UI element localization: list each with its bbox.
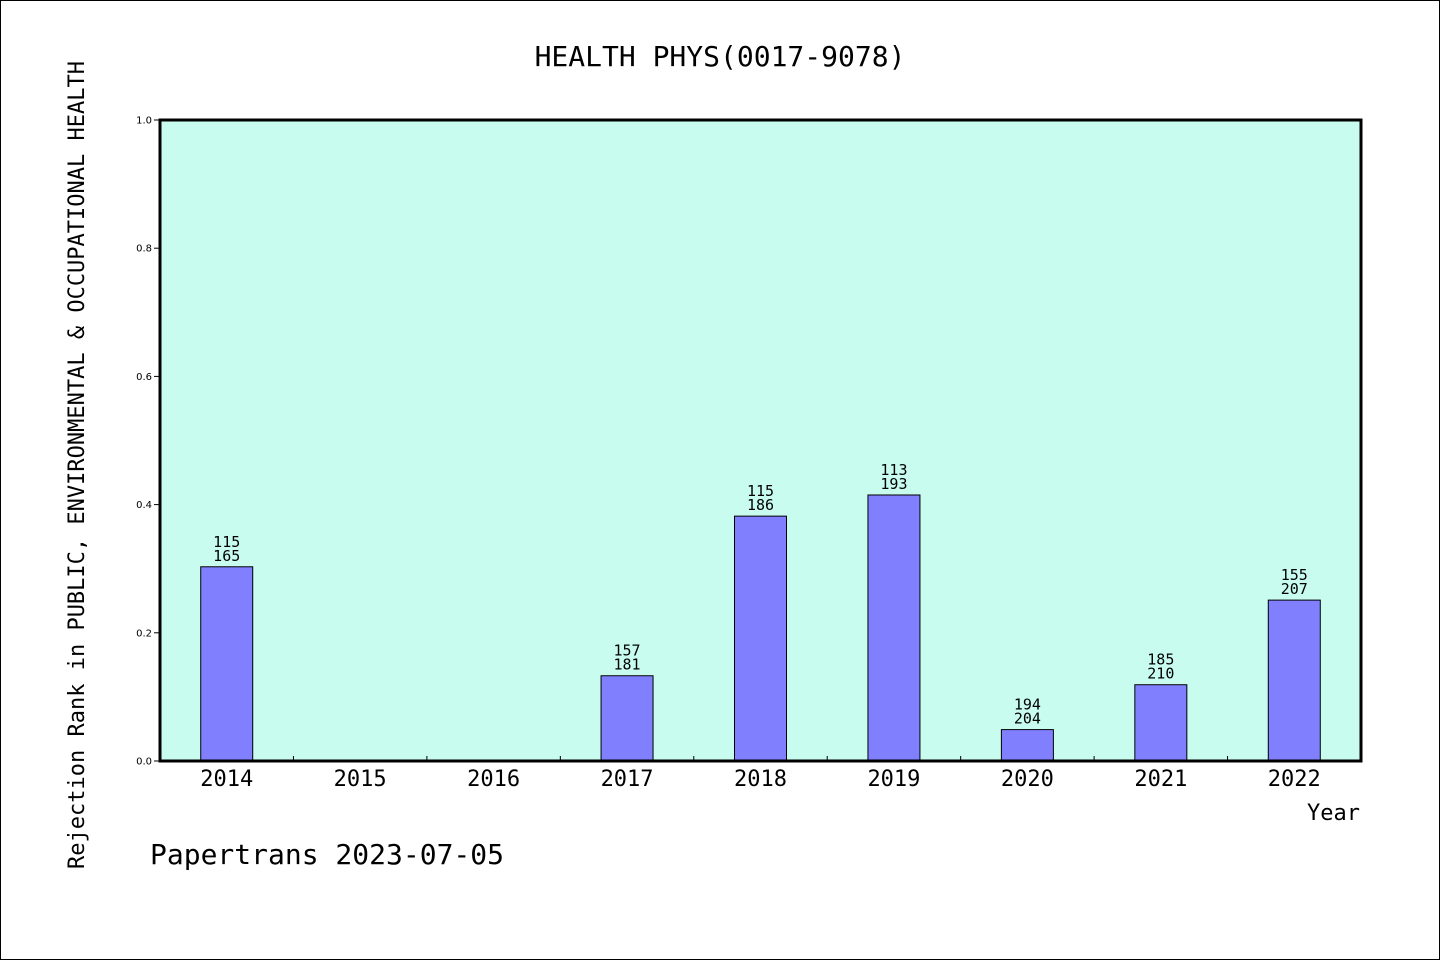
y-tick-label: 0.4 [136,500,152,511]
chart-title: HEALTH PHYS(0017-9078) [535,40,906,73]
y-tick-label: 0.0 [136,757,152,768]
data-label-bottom: 210 [1147,665,1174,683]
data-label-top: 115 [213,533,240,551]
bar-2020 [1000,729,1054,762]
x-tick-label: 2020 [1001,767,1054,792]
bar-2021 [1134,684,1188,762]
data-label-bottom: 207 [1281,580,1308,598]
y-tick-label: 0.8 [136,244,152,255]
x-tick-label: 2016 [467,767,520,792]
bar-2014 [200,566,254,762]
data-labels-group: 1151651571811151861131931942041852101552… [213,461,1308,728]
data-label-top: 113 [880,461,907,479]
x-tick-label: 2022 [1268,767,1321,792]
data-label-bottom: 193 [880,475,907,493]
plot-border [158,118,1363,763]
x-tick-label: 2019 [867,767,920,792]
x-tick-label: 2018 [734,767,787,792]
bar-2017 [600,675,654,762]
x-tick-label: 2015 [334,767,387,792]
x-axis-label: Year [1307,801,1360,826]
data-label-top: 115 [747,482,774,500]
x-ticks-group: 2014 2015 2016 2017 2018 2019 2020 2021 2022 [200,756,1321,792]
data-label-bottom: 165 [213,547,240,565]
data-label-bottom: 186 [747,496,774,514]
data-label-bottom: 204 [1014,710,1041,728]
bar-2022 [1267,599,1321,762]
bar-2018 [734,515,787,762]
y-ticks-group: 0.0 0.2 0.4 0.6 0.8 1.0 [136,116,160,768]
bars-group [200,494,1321,762]
y-tick-label: 1.0 [136,116,152,127]
x-tick-label: 2014 [200,767,253,792]
y-tick-label: 0.6 [136,372,152,383]
x-tick-label: 2017 [601,767,654,792]
data-label-bottom: 181 [614,656,641,674]
footer-text: Papertrans 2023-07-05 [150,838,504,871]
data-label-top: 194 [1014,696,1041,714]
x-tick-label: 2021 [1134,767,1187,792]
y-tick-label: 0.2 [136,628,152,639]
bar-2019 [867,494,921,762]
data-label-top: 155 [1281,566,1308,584]
data-label-top: 185 [1147,651,1174,669]
data-label-top: 157 [614,642,641,660]
y-axis-label: Rejection Rank in PUBLIC, ENVIRONMENTAL … [65,61,90,869]
